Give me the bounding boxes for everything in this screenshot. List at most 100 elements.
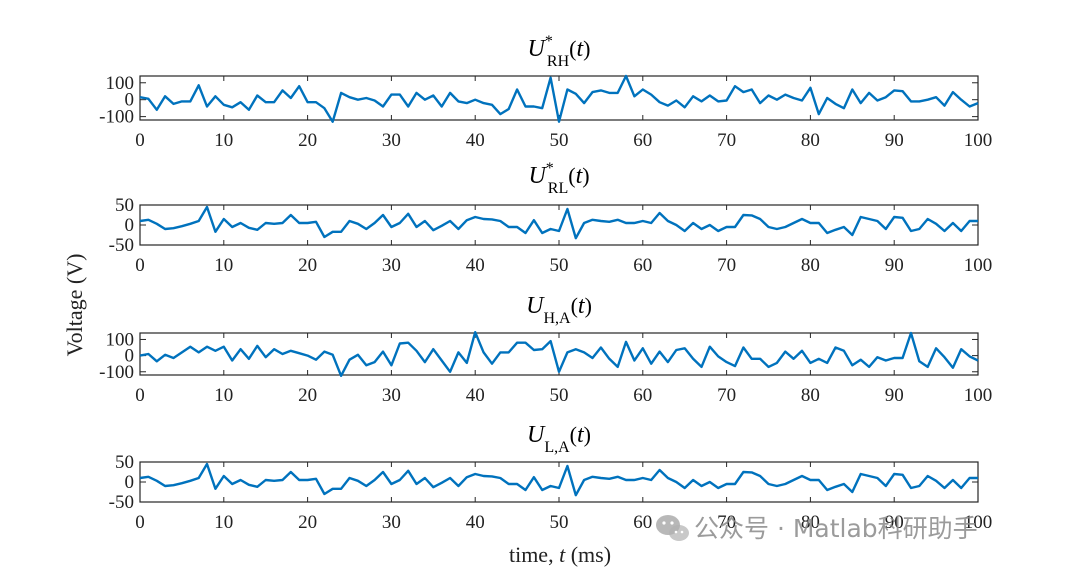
title-paren-open: (: [569, 36, 576, 61]
subplot-title: UL,A(t): [527, 422, 591, 456]
title-symbol: U: [526, 293, 545, 319]
title-symbol: U: [527, 422, 546, 448]
y-tick-label: 0: [125, 90, 135, 111]
x-tick-label: 60: [633, 385, 652, 406]
subplot-title: UH,A(t): [526, 293, 592, 327]
title-superscript: *: [545, 33, 553, 50]
x-tick-label: 100: [964, 255, 993, 276]
x-tick-label: 0: [135, 512, 145, 533]
x-tick-label: 50: [550, 512, 569, 533]
x-tick-label: 40: [466, 385, 485, 406]
series-line: [139, 462, 978, 497]
axes-box: [139, 204, 979, 246]
x-tick-label: 40: [466, 130, 485, 151]
x-tick-label: 60: [633, 130, 652, 151]
y-tick-label: 50: [115, 452, 134, 473]
x-tick-label: 10: [214, 130, 233, 151]
title-argument: t: [577, 422, 585, 448]
wechat-icon: [656, 515, 689, 541]
title-paren-close: ): [582, 163, 589, 188]
title-paren-close: ): [583, 36, 590, 61]
x-tick-label: 70: [717, 255, 736, 276]
x-tick-label: 10: [214, 385, 233, 406]
x-tick-label: 100: [964, 512, 993, 533]
x-tick-label: 70: [717, 385, 736, 406]
y-tick-label: -100: [99, 362, 134, 383]
x-tick-label: 60: [633, 512, 652, 533]
y-tick-label: 50: [115, 195, 134, 216]
x-tick-label: 40: [466, 512, 485, 533]
x-tick-label: 50: [550, 130, 569, 151]
x-tick-label: 80: [801, 512, 820, 533]
x-tick-label: 30: [382, 130, 401, 151]
title-argument: t: [576, 163, 584, 189]
series-line: [139, 74, 979, 123]
x-axis-label-prefix: time,: [509, 542, 559, 567]
title-superscript: *: [546, 160, 554, 177]
y-tick-label: 0: [125, 215, 135, 236]
title-paren-open: (: [571, 293, 578, 318]
x-tick-label: 0: [135, 385, 145, 406]
x-tick-label: 60: [633, 255, 652, 276]
x-tick-label: 20: [298, 255, 317, 276]
x-tick-label: 100: [964, 385, 993, 406]
y-tick-label: 0: [125, 472, 135, 493]
title-argument: t: [578, 293, 586, 319]
y-tick-label: 100: [106, 73, 135, 94]
x-tick-label: 10: [214, 255, 233, 276]
title-argument: t: [576, 36, 584, 62]
x-tick-label: 90: [885, 512, 904, 533]
x-tick-label: 20: [298, 512, 317, 533]
x-tick-label: 80: [801, 385, 820, 406]
watermark-text: 公众号 · Matlab科研助手: [694, 514, 978, 543]
x-tick-label: 0: [135, 255, 145, 276]
title-symbol: U: [528, 36, 547, 62]
title-paren-open: (: [568, 163, 575, 188]
title-paren-close: ): [585, 293, 592, 318]
title-paren-open: (: [570, 422, 577, 447]
series-line: [139, 331, 979, 377]
title-paren-close: ): [584, 422, 591, 447]
title-subscript: RL: [548, 180, 568, 197]
subplot-title: U* RH(t): [528, 33, 591, 70]
x-tick-label: 30: [382, 255, 401, 276]
y-tick-label: 0: [125, 346, 135, 367]
title-subscript: L,A: [544, 439, 570, 456]
subplot-title: U* RL(t): [528, 160, 589, 197]
x-axis-label-variable: t: [559, 542, 566, 567]
x-tick-label: 70: [717, 512, 736, 533]
series-line: [139, 205, 978, 240]
x-tick-label: 20: [298, 130, 317, 151]
x-tick-label: 30: [382, 512, 401, 533]
x-tick-label: 10: [214, 512, 233, 533]
x-tick-label: 90: [885, 255, 904, 276]
y-tick-label: -100: [99, 107, 134, 128]
x-tick-label: 100: [964, 130, 993, 151]
x-axis-label: time, t (ms): [509, 542, 611, 567]
title-subscript: H,A: [543, 310, 571, 327]
y-axis-label: Voltage (V): [62, 254, 87, 357]
y-tick-label: -50: [109, 492, 134, 513]
x-tick-label: 0: [135, 130, 145, 151]
x-tick-label: 70: [717, 130, 736, 151]
axes-box: [139, 461, 979, 503]
x-tick-label: 40: [466, 255, 485, 276]
title-subscript: RH: [547, 53, 570, 70]
x-tick-label: 50: [550, 255, 569, 276]
watermark: 公众号 · Matlab科研助手: [656, 514, 978, 543]
title-symbol: U: [528, 163, 547, 189]
x-tick-label: 90: [885, 385, 904, 406]
x-tick-label: 50: [550, 385, 569, 406]
x-tick-label: 30: [382, 385, 401, 406]
x-tick-label: 80: [801, 130, 820, 151]
x-tick-label: 20: [298, 385, 317, 406]
x-tick-label: 80: [801, 255, 820, 276]
x-axis-label-suffix: (ms): [565, 542, 611, 567]
y-tick-label: 100: [106, 329, 135, 350]
